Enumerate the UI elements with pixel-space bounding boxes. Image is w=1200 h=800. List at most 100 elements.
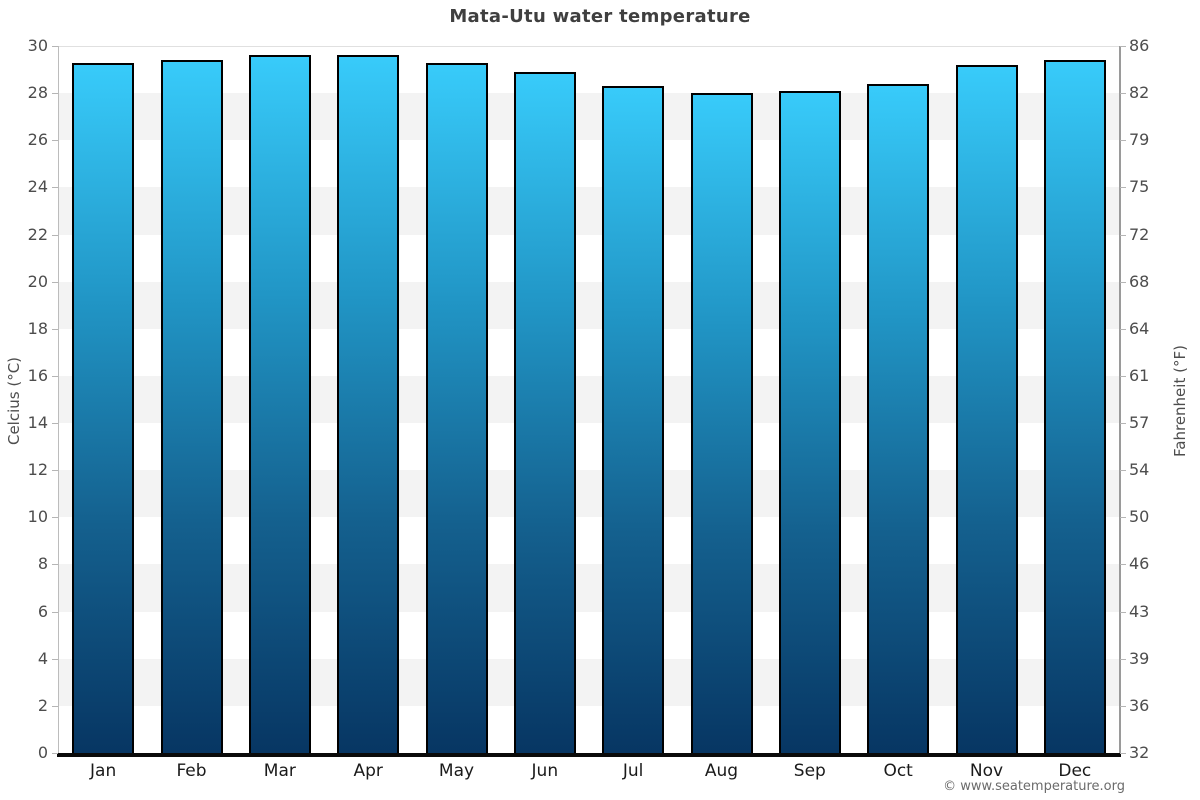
celsius-tick-label: 18 <box>27 318 48 338</box>
fahrenheit-tick-mark <box>1120 46 1126 47</box>
fahrenheit-tick-mark <box>1120 423 1126 425</box>
fahrenheit-tick-label: 36 <box>1129 695 1150 715</box>
fahrenheit-tick-label: 72 <box>1129 224 1150 244</box>
celsius-tick-mark <box>52 423 58 425</box>
grid-band <box>59 328 1119 376</box>
celsius-tick-mark <box>52 234 58 236</box>
fahrenheit-tick-mark <box>1120 281 1126 283</box>
celsius-tick-label: 16 <box>27 365 48 385</box>
fahrenheit-tick-mark <box>1120 234 1126 236</box>
fahrenheit-tick-mark <box>1120 470 1126 472</box>
fahrenheit-tick-label: 57 <box>1129 413 1150 433</box>
celsius-axis-line <box>58 46 59 753</box>
fahrenheit-tick-label: 46 <box>1129 554 1150 574</box>
celsius-tick-mark <box>52 140 58 142</box>
fahrenheit-tick-label: 32 <box>1129 743 1150 762</box>
bar-sep[interactable] <box>778 90 841 753</box>
fahrenheit-tick-mark <box>1120 187 1126 189</box>
grid-band <box>59 234 1119 282</box>
fahrenheit-tick-label: 86 <box>1129 36 1150 55</box>
celsius-tick-label: 6 <box>37 601 48 621</box>
celsius-tick-label: 26 <box>27 130 48 150</box>
chart-title: Mata-Utu water temperature <box>449 6 751 27</box>
bar-nov[interactable] <box>955 64 1018 753</box>
celsius-tick-label: 4 <box>37 648 48 668</box>
celsius-tick-mark <box>52 564 58 566</box>
fahrenheit-tick-label: 75 <box>1129 177 1150 197</box>
celsius-tick-mark <box>52 611 58 613</box>
celsius-tick-label: 10 <box>27 507 48 527</box>
fahrenheit-tick-mark <box>1120 705 1126 707</box>
grid-band <box>59 46 1119 94</box>
month-label-oct: Oct <box>883 761 913 781</box>
fahrenheit-tick-label: 39 <box>1129 648 1150 668</box>
bar-jan[interactable] <box>72 62 135 753</box>
month-label-jan: Jan <box>90 761 117 781</box>
bar-may[interactable] <box>425 62 488 753</box>
grid-band <box>59 705 1119 753</box>
fahrenheit-tick-label: 54 <box>1129 460 1150 480</box>
celsius-tick-label: 14 <box>27 413 48 433</box>
grid-band <box>59 423 1119 471</box>
grid-band <box>59 517 1119 565</box>
celsius-tick-mark <box>52 470 58 472</box>
fahrenheit-tick-mark <box>1120 564 1126 566</box>
celsius-axis-title: Celcius (°C) <box>5 356 23 446</box>
bar-apr[interactable] <box>337 55 400 753</box>
fahrenheit-tick-label: 50 <box>1129 507 1150 527</box>
bar-oct[interactable] <box>867 83 930 753</box>
celsius-tick-mark <box>52 281 58 283</box>
bar-aug[interactable] <box>690 93 753 753</box>
month-label-aug: Aug <box>704 761 739 781</box>
fahrenheit-tick-label: 61 <box>1129 365 1150 385</box>
month-label-jun: Jun <box>531 761 559 781</box>
celsius-tick-mark <box>52 753 58 754</box>
plot-area <box>59 46 1119 753</box>
x-axis-line <box>57 753 1121 757</box>
fahrenheit-tick-label: 82 <box>1129 83 1150 103</box>
celsius-tick-label: 20 <box>27 271 48 291</box>
grid-band <box>59 470 1119 518</box>
fahrenheit-axis-title: Fahrenheit (°F) <box>1171 345 1189 457</box>
grid-band <box>59 611 1119 659</box>
celsius-tick-label: 24 <box>27 177 48 197</box>
month-label-nov: Nov <box>969 761 1004 781</box>
celsius-tick-mark <box>52 93 58 95</box>
fahrenheit-tick-mark <box>1120 93 1126 95</box>
celsius-tick-mark <box>52 328 58 330</box>
celsius-tick-label: 22 <box>27 224 48 244</box>
top-gridline <box>59 46 1119 47</box>
bar-jul[interactable] <box>602 86 665 753</box>
celsius-tick-label: 2 <box>37 695 48 715</box>
celsius-tick-label: 28 <box>27 83 48 103</box>
bar-jun[interactable] <box>513 71 576 753</box>
fahrenheit-tick-mark <box>1120 753 1126 754</box>
fahrenheit-tick-mark <box>1120 611 1126 613</box>
celsius-tick-label: 30 <box>27 36 48 55</box>
fahrenheit-tick-label: 43 <box>1129 601 1150 621</box>
grid-band <box>59 281 1119 329</box>
bar-mar[interactable] <box>248 55 311 753</box>
celsius-tick-label: 8 <box>37 554 48 574</box>
grid-band <box>59 140 1119 188</box>
fahrenheit-tick-label: 79 <box>1129 130 1150 150</box>
grid-band <box>59 375 1119 424</box>
bar-dec[interactable] <box>1043 60 1106 753</box>
fahrenheit-axis-line <box>1119 46 1121 753</box>
celsius-tick-mark <box>52 375 58 377</box>
celsius-tick-mark <box>52 705 58 707</box>
month-label-jul: Jul <box>622 761 644 781</box>
fahrenheit-tick-label: 68 <box>1129 271 1150 291</box>
month-label-dec: Dec <box>1058 761 1092 781</box>
month-label-apr: Apr <box>353 761 383 781</box>
watermark: © www.seatemperature.org <box>943 779 1125 794</box>
month-label-may: May <box>438 761 475 781</box>
month-label-feb: Feb <box>176 761 207 781</box>
grid-band <box>59 564 1119 612</box>
month-label-sep: Sep <box>793 761 826 781</box>
fahrenheit-tick-mark <box>1120 517 1126 519</box>
fahrenheit-tick-mark <box>1120 375 1126 377</box>
grid-band <box>59 93 1119 141</box>
bar-feb[interactable] <box>160 60 223 753</box>
